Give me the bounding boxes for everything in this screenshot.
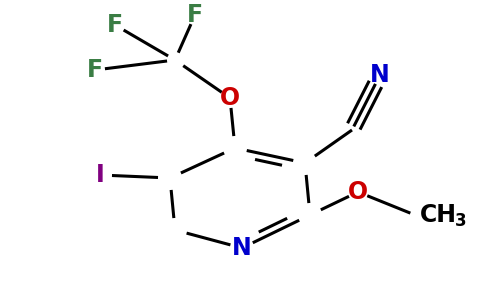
Text: N: N	[232, 236, 252, 260]
Text: O: O	[220, 86, 240, 110]
Text: F: F	[187, 3, 203, 27]
Text: N: N	[370, 63, 390, 87]
Text: F: F	[107, 13, 123, 37]
Text: I: I	[96, 163, 105, 187]
Text: O: O	[348, 180, 368, 204]
Text: CH: CH	[420, 203, 457, 227]
Text: 3: 3	[455, 212, 467, 230]
Text: F: F	[87, 58, 103, 82]
